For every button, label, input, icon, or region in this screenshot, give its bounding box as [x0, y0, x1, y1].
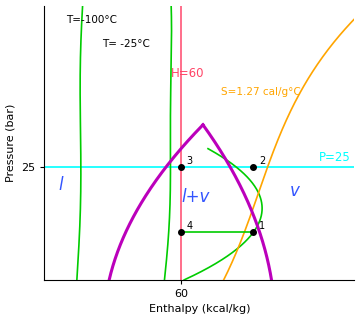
Text: l: l [59, 176, 63, 195]
Text: H=60: H=60 [171, 67, 204, 80]
Text: 1: 1 [259, 221, 265, 231]
Text: S=1.27 cal/g°C: S=1.27 cal/g°C [221, 87, 301, 97]
Text: T=-100°C: T=-100°C [66, 15, 117, 26]
Text: T= -25°C: T= -25°C [102, 39, 150, 49]
Text: v: v [289, 182, 300, 200]
X-axis label: Enthalpy (kcal/kg): Enthalpy (kcal/kg) [149, 304, 250, 315]
Text: l+v: l+v [181, 188, 210, 206]
Text: 3: 3 [187, 156, 193, 165]
Text: P=25: P=25 [318, 151, 350, 164]
Text: 4: 4 [187, 221, 193, 231]
Text: 2: 2 [259, 156, 265, 165]
Y-axis label: Pressure (bar): Pressure (bar) [5, 104, 15, 182]
